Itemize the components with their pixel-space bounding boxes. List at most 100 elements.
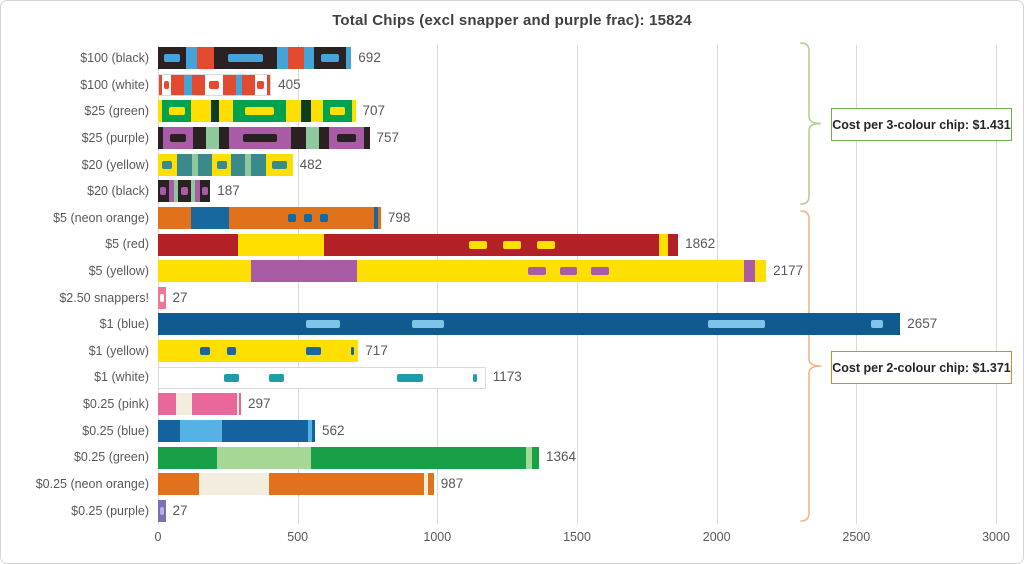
bar-segment	[159, 74, 163, 95]
bar-segment	[583, 260, 617, 283]
chip-dash	[707, 320, 765, 329]
bar-segment	[228, 206, 284, 229]
bar	[158, 47, 352, 70]
bar-segment	[158, 47, 187, 70]
bar	[158, 313, 901, 336]
bar-segment	[470, 367, 479, 388]
category-label: $0.25 (pink)	[82, 397, 149, 412]
bar	[158, 446, 539, 469]
bar-segment	[529, 233, 564, 256]
bar-segment	[265, 153, 293, 176]
gridline	[158, 45, 159, 524]
category-label: $20 (black)	[87, 184, 149, 199]
bar-segment	[351, 100, 356, 123]
bar-segment	[158, 233, 239, 256]
bar-segment	[163, 127, 194, 150]
bar-row: $1 (white) 1173	[1, 364, 1023, 391]
chip-dash	[287, 213, 297, 222]
value-label: 27	[172, 502, 188, 518]
bar-segment	[195, 180, 201, 203]
bar-row: $20 (black) 187	[1, 178, 1023, 205]
category-label: $1 (yellow)	[88, 343, 149, 358]
bar-segment	[324, 233, 462, 256]
bar-segment	[180, 419, 222, 442]
gridline	[297, 45, 299, 524]
gridline	[996, 45, 997, 524]
chip-dash	[396, 373, 423, 382]
chip-dash	[337, 134, 356, 143]
bar	[158, 340, 359, 363]
chip-dash	[871, 320, 884, 329]
bar-segment	[291, 127, 307, 150]
bar-segment	[277, 47, 289, 70]
bar-segment	[327, 340, 350, 363]
bar-segment	[250, 153, 266, 176]
gridline	[716, 45, 718, 524]
bar-segment	[196, 340, 215, 363]
bar-segment	[286, 100, 302, 123]
value-label: 707	[362, 103, 386, 119]
chip-dash	[257, 80, 265, 89]
bar-segment	[433, 367, 471, 388]
three-colour-cost-callout: Cost per 3-colour chip: $1.431	[831, 108, 1012, 141]
chip-dash	[350, 347, 354, 356]
bar-row: $0.25 (purple) 27	[1, 498, 1023, 525]
chip-dash	[164, 54, 180, 63]
bar-segment	[229, 127, 292, 150]
value-label: 692	[358, 50, 381, 65]
bar-segment	[304, 47, 315, 70]
x-axis-tick-label: 2000	[702, 530, 731, 544]
bar-segment	[526, 446, 532, 469]
bar	[158, 233, 679, 256]
bar-row: $0.25 (neon orange) 987	[1, 471, 1023, 498]
bar-segment	[319, 127, 330, 150]
value-label: 1862	[685, 236, 716, 252]
bar-row: $1 (yellow) 717	[1, 338, 1023, 365]
bar-segment	[158, 473, 199, 496]
bar-segment	[158, 206, 191, 229]
chip-dash	[202, 187, 208, 196]
bar-segment	[355, 340, 359, 363]
bar-segment	[217, 446, 311, 469]
value-label: 27	[172, 289, 188, 305]
bar-segment	[233, 100, 287, 123]
chip-dash	[245, 107, 275, 116]
chip-dash	[536, 240, 556, 249]
bar-segment	[158, 127, 164, 150]
bar-segment	[239, 393, 241, 416]
bar-segment	[306, 127, 320, 150]
bar-segment	[214, 340, 224, 363]
chip-dash	[329, 107, 346, 116]
bar-row: $25 (purple) 757	[1, 125, 1023, 152]
category-label: $5 (neon orange)	[53, 210, 149, 225]
bar-segment	[311, 446, 526, 469]
bar-segment	[263, 367, 291, 388]
chip-dash	[168, 107, 185, 116]
bar-segment	[283, 206, 300, 229]
bar-segment	[158, 100, 163, 123]
chip-dash	[560, 267, 577, 276]
chip-dash	[502, 240, 522, 249]
category-label: $5 (red)	[105, 237, 149, 252]
bar-segment	[386, 367, 434, 388]
three-colour-brace	[800, 42, 822, 205]
bar-segment	[423, 473, 428, 496]
gridline	[577, 45, 578, 524]
bar-segment	[532, 446, 539, 469]
chip-dash	[319, 213, 329, 222]
bar-segment	[399, 313, 458, 336]
two-colour-brace	[800, 210, 822, 522]
category-label: $0.25 (neon orange)	[35, 476, 149, 491]
bar-row: $20 (yellow) 482	[1, 152, 1023, 179]
bar	[158, 260, 767, 283]
bar-segment	[214, 47, 278, 70]
chart-title: Total Chips (excl snapper and purple fra…	[332, 12, 692, 29]
bar-segment	[178, 180, 191, 203]
bar-segment	[312, 419, 315, 442]
chip-dash	[159, 506, 164, 515]
bar-segment	[299, 340, 328, 363]
bar-row: $25 (green) 707	[1, 98, 1023, 125]
bar-segment	[888, 313, 901, 336]
bar	[158, 499, 166, 522]
chip-dash	[181, 187, 188, 196]
